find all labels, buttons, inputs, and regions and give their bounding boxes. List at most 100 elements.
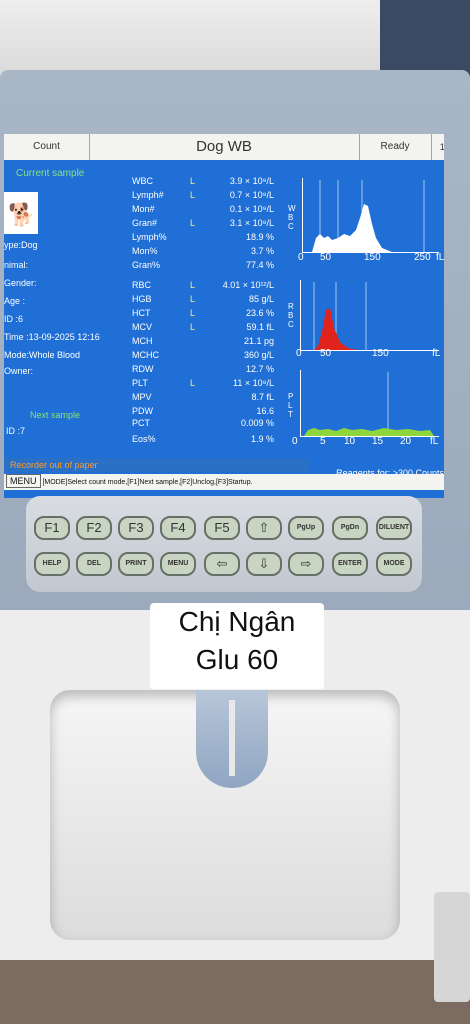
param-value: 4.01 × 10¹²/L bbox=[222, 280, 274, 290]
dog-icon: 🐕 bbox=[4, 192, 38, 234]
param-name: Gran# bbox=[132, 218, 158, 228]
next-sample-label: Next sample bbox=[30, 410, 81, 420]
arrow-key[interactable]: ⇩ bbox=[246, 552, 282, 576]
param-row-lymph-abs: Lymph# L 0.7 × 10⁹/L bbox=[132, 190, 274, 202]
plt-hist-axis bbox=[300, 370, 439, 437]
key-pgup[interactable]: PgUp bbox=[288, 516, 324, 540]
menu-softkey[interactable]: MENU bbox=[6, 474, 41, 488]
param-value: 85 g/L bbox=[248, 294, 274, 304]
param-value: 77.4 % bbox=[245, 260, 274, 270]
param-name: Gran% bbox=[132, 260, 161, 270]
param-value: 8.7 fL bbox=[251, 392, 274, 402]
param-name: PLT bbox=[132, 378, 148, 388]
param-flag: L bbox=[190, 322, 196, 332]
param-row-mon-abs: Mon# 0.1 × 10⁹/L bbox=[132, 204, 274, 216]
arrow-key[interactable]: ⇧ bbox=[246, 516, 282, 540]
plt-histogram: P L T 0 5 10 15 20 fL bbox=[286, 370, 442, 447]
tick-label: 0 bbox=[298, 252, 304, 263]
param-value: 11 × 10⁹/L bbox=[233, 378, 274, 388]
param-value: 3.9 × 10⁹/L bbox=[229, 176, 274, 186]
tick-label: 15 bbox=[372, 436, 384, 447]
param-value: 0.009 % bbox=[240, 418, 274, 428]
tick-label: 5 bbox=[320, 436, 326, 447]
param-value: 0.7 × 10⁹/L bbox=[229, 190, 274, 200]
key-enter[interactable]: ENTER bbox=[332, 552, 368, 576]
tick-label: 150 bbox=[364, 252, 381, 263]
rbc-curve bbox=[313, 282, 367, 350]
background-top bbox=[0, 0, 470, 80]
param-value: 360 g/L bbox=[243, 350, 274, 360]
wbc-histogram: W B C 0 50 150 250 fL bbox=[286, 178, 444, 263]
param-flag: L bbox=[190, 308, 196, 318]
param-name: MCH bbox=[132, 336, 153, 346]
tick-label: 0 bbox=[296, 348, 302, 359]
help-text: [MODE]Select count mode,[F1]Next sample,… bbox=[42, 479, 253, 486]
param-value: 59.1 fL bbox=[246, 322, 274, 332]
param-row-rdw: RDW 12.7 % bbox=[132, 364, 274, 376]
arrow-key[interactable]: ⇨ bbox=[288, 552, 324, 576]
current-sample-label: Current sample bbox=[16, 168, 85, 179]
plt-curve bbox=[304, 372, 434, 436]
help-bar: MENU [MODE]Select count mode,[F1]Next sa… bbox=[4, 474, 444, 490]
probe-needle bbox=[229, 700, 235, 776]
param-value: 21.1 pg bbox=[243, 336, 274, 346]
background-dark-panel bbox=[380, 0, 470, 80]
param-row-gran-abs: Gran# L 3.1 × 10⁹/L bbox=[132, 218, 274, 230]
param-name: PCT bbox=[132, 418, 150, 428]
key-f4[interactable]: F4 bbox=[160, 516, 196, 540]
param-flag: L bbox=[190, 378, 196, 388]
keypad: F1 F2 F3 F4 F5 ⇧ PgUp PgDn DILUENT HELP DEL PRINT M… bbox=[26, 496, 422, 592]
patient-mode: Mode:Whole Blood bbox=[4, 350, 81, 360]
param-row-rbc: RBC L 4.01 × 10¹²/L bbox=[132, 280, 274, 292]
screen-title: Dog WB bbox=[89, 134, 360, 160]
param-row-hgb: HGB L 85 g/L bbox=[132, 294, 274, 306]
param-name: HGB bbox=[132, 294, 152, 304]
patient-owner: Owner: bbox=[4, 366, 34, 376]
rbc-hist-label: R B C bbox=[288, 302, 294, 329]
param-name: HCT bbox=[132, 308, 151, 318]
key-del[interactable]: DEL bbox=[76, 552, 112, 576]
param-name: WBC bbox=[132, 176, 153, 186]
param-row-mpv: MPV 8.7 fL bbox=[132, 392, 274, 404]
sample-probe[interactable] bbox=[196, 690, 268, 788]
param-name: RDW bbox=[132, 364, 154, 374]
param-flag: L bbox=[190, 280, 196, 290]
patient-gender: Gender: bbox=[4, 278, 37, 288]
key-mode[interactable]: MODE bbox=[376, 552, 412, 576]
key-f5[interactable]: F5 bbox=[204, 516, 240, 540]
handwritten-sticker: Chị Ngân Glu 60 bbox=[150, 603, 324, 689]
key-pgdn[interactable]: PgDn bbox=[332, 516, 368, 540]
param-name: Lymph% bbox=[132, 232, 167, 242]
tick-label: 0 bbox=[292, 436, 298, 447]
recorder-warning: Recorder out of paper bbox=[4, 458, 310, 472]
param-flag: L bbox=[190, 294, 196, 304]
rbc-hist-axis bbox=[300, 280, 439, 351]
key-help[interactable]: HELP bbox=[34, 552, 70, 576]
param-row-pdw: PDW 16.6 bbox=[132, 406, 274, 418]
param-name: PDW bbox=[132, 406, 153, 416]
key-diluent[interactable]: DILUENT bbox=[376, 516, 412, 540]
arrow-key[interactable]: ⇦ bbox=[204, 552, 240, 576]
param-flag: L bbox=[190, 176, 196, 186]
floor bbox=[0, 960, 470, 1024]
param-row-hct: HCT L 23.6 % bbox=[132, 308, 274, 320]
param-row-eos-pct: Eos% 1.9 % bbox=[132, 434, 274, 446]
key-f2[interactable]: F2 bbox=[76, 516, 112, 540]
key-menu[interactable]: MENU bbox=[160, 552, 196, 576]
side-object bbox=[434, 892, 470, 1002]
key-print[interactable]: PRINT bbox=[118, 552, 154, 576]
tick-label: 150 bbox=[372, 348, 389, 359]
param-name: MPV bbox=[132, 392, 152, 402]
tick-label: 250 bbox=[414, 252, 431, 263]
param-name: RBC bbox=[132, 280, 152, 290]
next-sample-id: ID :7 bbox=[6, 426, 26, 436]
tick-label: 10 bbox=[344, 436, 356, 447]
plt-hist-label: P L T bbox=[288, 392, 294, 419]
key-f3[interactable]: F3 bbox=[118, 516, 154, 540]
key-f1[interactable]: F1 bbox=[34, 516, 70, 540]
param-row-mch: MCH 21.1 pg bbox=[132, 336, 274, 348]
param-row-lymph-pct: Lymph% 18.9 % bbox=[132, 232, 274, 244]
param-flag: L bbox=[190, 218, 196, 228]
param-name: MCV bbox=[132, 322, 152, 332]
tick-label: fL bbox=[432, 348, 441, 359]
